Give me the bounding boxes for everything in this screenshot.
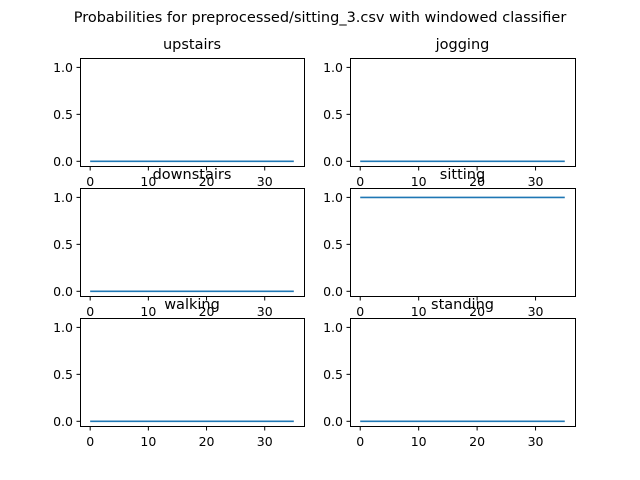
x-tick-label: 20 bbox=[199, 304, 215, 319]
y-tick-label: 0.5 bbox=[323, 237, 343, 252]
x-tick-label: 10 bbox=[411, 174, 427, 189]
y-tick-label: 0.0 bbox=[53, 414, 73, 429]
subplot-title: sitting bbox=[440, 167, 485, 183]
y-tick-label: 0.0 bbox=[53, 284, 73, 299]
x-tick-label: 20 bbox=[469, 174, 485, 189]
plot-frame bbox=[80, 188, 305, 297]
y-tick-label: 0.5 bbox=[53, 237, 73, 252]
plot-frame bbox=[350, 318, 576, 427]
subplot-walking: 0 10 20 30 0.0 0.5 1.0 walking bbox=[53, 297, 305, 449]
y-tick-label: 0.0 bbox=[323, 284, 343, 299]
y-tick-label: 1.0 bbox=[323, 190, 343, 205]
subplot-upstairs: 0 10 20 30 0.0 0.5 1.0 upstairs bbox=[53, 37, 305, 189]
y-tick-label: 0.0 bbox=[53, 154, 73, 169]
plot-frame bbox=[350, 58, 576, 167]
y-tick-label: 0.0 bbox=[323, 154, 343, 169]
x-tick-label: 30 bbox=[257, 434, 273, 449]
y-tick-label: 1.0 bbox=[323, 60, 343, 75]
x-tick-label: 30 bbox=[528, 434, 544, 449]
subplot-title: upstairs bbox=[163, 37, 221, 53]
x-tick-label: 10 bbox=[140, 434, 156, 449]
x-tick-label: 0 bbox=[86, 304, 94, 319]
x-tick-label: 20 bbox=[199, 174, 215, 189]
plot-frame bbox=[80, 318, 305, 427]
x-tick-label: 10 bbox=[140, 174, 156, 189]
x-tick-label: 0 bbox=[356, 304, 364, 319]
subplot-downstairs: 0 10 20 30 0.0 0.5 1.0 downstairs bbox=[53, 167, 305, 319]
subplot-sitting: 0 10 20 30 0.0 0.5 1.0 sitting bbox=[323, 167, 576, 319]
y-tick-label: 0.5 bbox=[323, 367, 343, 382]
subplot-standing: 0 10 20 30 0.0 0.5 1.0 standing bbox=[323, 297, 576, 449]
subplot-title: downstairs bbox=[153, 167, 232, 183]
subplot-grid: 0 10 20 30 0.0 0.5 1.0 upstairs 0 10 20 30 0.0 0.5 1.0… bbox=[53, 37, 576, 449]
y-tick-label: 1.0 bbox=[323, 320, 343, 335]
x-tick-label: 30 bbox=[528, 174, 544, 189]
plot-frame bbox=[350, 188, 576, 297]
y-tick-label: 0.5 bbox=[53, 367, 73, 382]
x-tick-label: 20 bbox=[469, 434, 485, 449]
subplot-title: standing bbox=[431, 297, 494, 313]
x-tick-label: 30 bbox=[257, 304, 273, 319]
x-tick-label: 0 bbox=[356, 174, 364, 189]
y-tick-label: 1.0 bbox=[53, 60, 73, 75]
x-tick-label: 10 bbox=[140, 304, 156, 319]
x-tick-label: 0 bbox=[86, 174, 94, 189]
subplot-jogging: 0 10 20 30 0.0 0.5 1.0 jogging bbox=[323, 37, 576, 189]
x-tick-label: 10 bbox=[411, 434, 427, 449]
y-tick-label: 0.5 bbox=[323, 107, 343, 122]
x-tick-label: 20 bbox=[199, 434, 215, 449]
plot-frame bbox=[80, 58, 305, 167]
subplot-title: walking bbox=[164, 297, 220, 313]
y-tick-label: 1.0 bbox=[53, 190, 73, 205]
x-tick-label: 30 bbox=[257, 174, 273, 189]
y-tick-label: 1.0 bbox=[53, 320, 73, 335]
x-tick-label: 30 bbox=[528, 304, 544, 319]
x-tick-label: 10 bbox=[411, 304, 427, 319]
figure-title: Probabilities for preprocessed/sitting_3… bbox=[74, 10, 567, 26]
x-tick-label: 20 bbox=[469, 304, 485, 319]
y-tick-label: 0.0 bbox=[323, 414, 343, 429]
y-tick-label: 0.5 bbox=[53, 107, 73, 122]
subplot-title: jogging bbox=[435, 37, 490, 53]
x-tick-label: 0 bbox=[86, 434, 94, 449]
x-tick-label: 0 bbox=[356, 434, 364, 449]
